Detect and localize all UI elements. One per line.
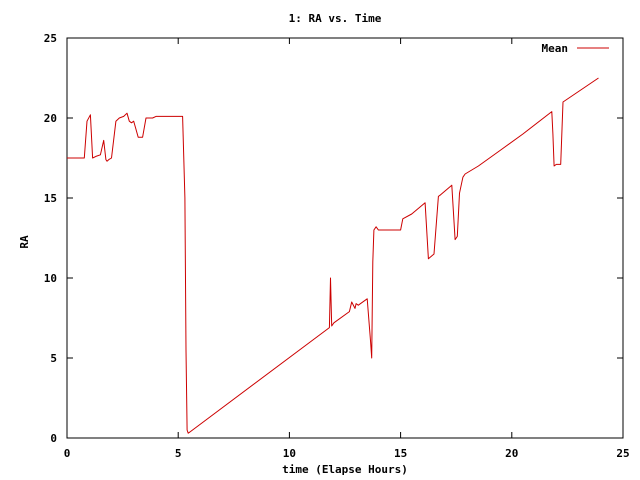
y-tick-label: 0 — [50, 432, 57, 445]
x-axis-label: time (Elapse Hours) — [282, 463, 408, 476]
y-axis-label: RA — [18, 235, 31, 249]
x-tick-label: 20 — [505, 447, 518, 460]
x-tick-label: 10 — [283, 447, 296, 460]
x-tick-label: 0 — [64, 447, 71, 460]
x-tick-label: 25 — [616, 447, 629, 460]
chart-title: 1: RA vs. Time — [289, 12, 382, 25]
x-tick-label: 15 — [394, 447, 407, 460]
legend: Mean — [542, 42, 609, 55]
series-mean — [67, 77, 599, 434]
x-tick-label: 5 — [175, 447, 182, 460]
y-tick-label: 5 — [50, 352, 57, 365]
y-tick-label: 10 — [44, 272, 57, 285]
y-tick-label: 20 — [44, 112, 57, 125]
y-tick-label: 15 — [44, 192, 57, 205]
series-line-mean — [67, 77, 599, 434]
y-tick-label: 25 — [44, 32, 57, 45]
plot-frame — [66, 37, 624, 439]
legend-label-mean: Mean — [542, 42, 569, 55]
axis-ticks: 0 5 10 15 20 25 0 5 10 15 20 25 — [44, 32, 630, 460]
